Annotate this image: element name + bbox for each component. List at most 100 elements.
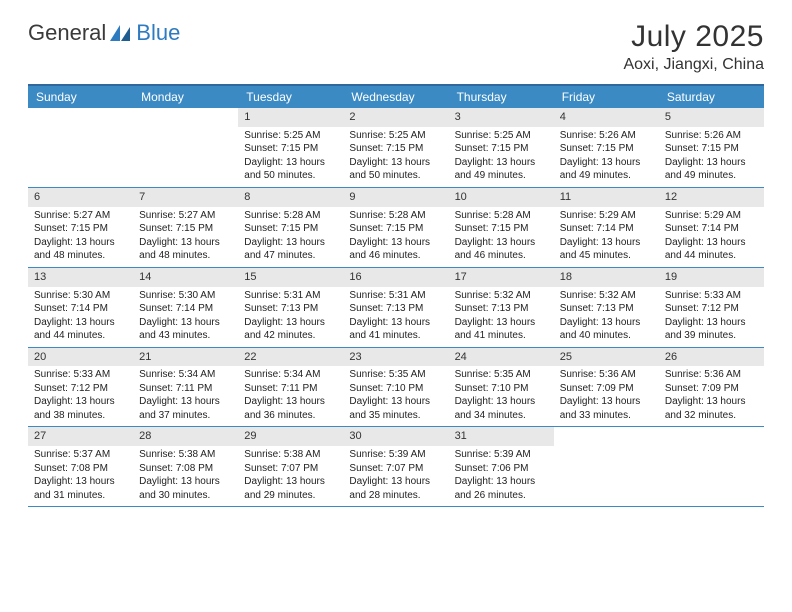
- daylight-text: Daylight: 13 hours and 29 minutes.: [244, 475, 337, 502]
- daylight-text: Daylight: 13 hours and 49 minutes.: [455, 156, 548, 183]
- day-number: 13: [28, 268, 133, 287]
- sunset-text: Sunset: 7:13 PM: [349, 302, 442, 316]
- sunrise-text: Sunrise: 5:27 AM: [34, 209, 127, 223]
- day-header: Tuesday: [238, 86, 343, 108]
- sunset-text: Sunset: 7:12 PM: [34, 382, 127, 396]
- day-cell: 19Sunrise: 5:33 AMSunset: 7:12 PMDayligh…: [659, 268, 764, 347]
- day-number: 28: [133, 427, 238, 446]
- sunset-text: Sunset: 7:15 PM: [349, 222, 442, 236]
- day-body: Sunrise: 5:27 AMSunset: 7:15 PMDaylight:…: [28, 207, 133, 267]
- day-number: 22: [238, 348, 343, 367]
- day-cell: 17Sunrise: 5:32 AMSunset: 7:13 PMDayligh…: [449, 268, 554, 347]
- week-row: 20Sunrise: 5:33 AMSunset: 7:12 PMDayligh…: [28, 348, 764, 428]
- daylight-text: Daylight: 13 hours and 33 minutes.: [560, 395, 653, 422]
- day-body: Sunrise: 5:29 AMSunset: 7:14 PMDaylight:…: [554, 207, 659, 267]
- day-body: Sunrise: 5:28 AMSunset: 7:15 PMDaylight:…: [449, 207, 554, 267]
- daylight-text: Daylight: 13 hours and 41 minutes.: [455, 316, 548, 343]
- daylight-text: Daylight: 13 hours and 30 minutes.: [139, 475, 232, 502]
- sunrise-text: Sunrise: 5:35 AM: [455, 368, 548, 382]
- sunrise-text: Sunrise: 5:32 AM: [455, 289, 548, 303]
- day-header-row: SundayMondayTuesdayWednesdayThursdayFrid…: [28, 86, 764, 108]
- daylight-text: Daylight: 13 hours and 42 minutes.: [244, 316, 337, 343]
- sunset-text: Sunset: 7:14 PM: [34, 302, 127, 316]
- day-number: 21: [133, 348, 238, 367]
- day-body: Sunrise: 5:28 AMSunset: 7:15 PMDaylight:…: [343, 207, 448, 267]
- day-body: Sunrise: 5:31 AMSunset: 7:13 PMDaylight:…: [343, 287, 448, 347]
- day-body: Sunrise: 5:28 AMSunset: 7:15 PMDaylight:…: [238, 207, 343, 267]
- sunset-text: Sunset: 7:14 PM: [665, 222, 758, 236]
- sunset-text: Sunset: 7:09 PM: [560, 382, 653, 396]
- day-number: 30: [343, 427, 448, 446]
- day-header: Thursday: [449, 86, 554, 108]
- sunrise-text: Sunrise: 5:39 AM: [455, 448, 548, 462]
- daylight-text: Daylight: 13 hours and 49 minutes.: [665, 156, 758, 183]
- sunset-text: Sunset: 7:08 PM: [34, 462, 127, 476]
- sunrise-text: Sunrise: 5:26 AM: [665, 129, 758, 143]
- day-body: Sunrise: 5:36 AMSunset: 7:09 PMDaylight:…: [659, 366, 764, 426]
- daylight-text: Daylight: 13 hours and 34 minutes.: [455, 395, 548, 422]
- sunset-text: Sunset: 7:10 PM: [455, 382, 548, 396]
- sunrise-text: Sunrise: 5:28 AM: [455, 209, 548, 223]
- sunset-text: Sunset: 7:06 PM: [455, 462, 548, 476]
- day-cell: 23Sunrise: 5:35 AMSunset: 7:10 PMDayligh…: [343, 348, 448, 427]
- day-number: 7: [133, 188, 238, 207]
- day-number: 31: [449, 427, 554, 446]
- day-cell: 28Sunrise: 5:38 AMSunset: 7:08 PMDayligh…: [133, 427, 238, 506]
- day-cell: 5Sunrise: 5:26 AMSunset: 7:15 PMDaylight…: [659, 108, 764, 187]
- sunrise-text: Sunrise: 5:26 AM: [560, 129, 653, 143]
- location-text: Aoxi, Jiangxi, China: [623, 56, 764, 74]
- day-body: Sunrise: 5:26 AMSunset: 7:15 PMDaylight:…: [659, 127, 764, 187]
- day-cell: 2Sunrise: 5:25 AMSunset: 7:15 PMDaylight…: [343, 108, 448, 187]
- sunset-text: Sunset: 7:15 PM: [455, 222, 548, 236]
- sunrise-text: Sunrise: 5:34 AM: [244, 368, 337, 382]
- daylight-text: Daylight: 13 hours and 28 minutes.: [349, 475, 442, 502]
- day-header: Wednesday: [343, 86, 448, 108]
- day-cell: 27Sunrise: 5:37 AMSunset: 7:08 PMDayligh…: [28, 427, 133, 506]
- week-row: 13Sunrise: 5:30 AMSunset: 7:14 PMDayligh…: [28, 268, 764, 348]
- daylight-text: Daylight: 13 hours and 39 minutes.: [665, 316, 758, 343]
- sunset-text: Sunset: 7:07 PM: [349, 462, 442, 476]
- daylight-text: Daylight: 13 hours and 40 minutes.: [560, 316, 653, 343]
- day-body: Sunrise: 5:39 AMSunset: 7:07 PMDaylight:…: [343, 446, 448, 506]
- day-cell: 30Sunrise: 5:39 AMSunset: 7:07 PMDayligh…: [343, 427, 448, 506]
- day-body: Sunrise: 5:33 AMSunset: 7:12 PMDaylight:…: [28, 366, 133, 426]
- sunrise-text: Sunrise: 5:38 AM: [139, 448, 232, 462]
- daylight-text: Daylight: 13 hours and 46 minutes.: [349, 236, 442, 263]
- sunset-text: Sunset: 7:14 PM: [139, 302, 232, 316]
- sunrise-text: Sunrise: 5:33 AM: [34, 368, 127, 382]
- day-body: Sunrise: 5:32 AMSunset: 7:13 PMDaylight:…: [554, 287, 659, 347]
- daylight-text: Daylight: 13 hours and 37 minutes.: [139, 395, 232, 422]
- daylight-text: Daylight: 13 hours and 49 minutes.: [560, 156, 653, 183]
- sunset-text: Sunset: 7:07 PM: [244, 462, 337, 476]
- day-number: 29: [238, 427, 343, 446]
- day-number: 10: [449, 188, 554, 207]
- weeks-container: 1Sunrise: 5:25 AMSunset: 7:15 PMDaylight…: [28, 108, 764, 507]
- daylight-text: Daylight: 13 hours and 48 minutes.: [34, 236, 127, 263]
- day-body: Sunrise: 5:35 AMSunset: 7:10 PMDaylight:…: [449, 366, 554, 426]
- day-header: Monday: [133, 86, 238, 108]
- daylight-text: Daylight: 13 hours and 31 minutes.: [34, 475, 127, 502]
- sunrise-text: Sunrise: 5:28 AM: [244, 209, 337, 223]
- daylight-text: Daylight: 13 hours and 44 minutes.: [34, 316, 127, 343]
- daylight-text: Daylight: 13 hours and 50 minutes.: [244, 156, 337, 183]
- sunset-text: Sunset: 7:09 PM: [665, 382, 758, 396]
- day-cell: 18Sunrise: 5:32 AMSunset: 7:13 PMDayligh…: [554, 268, 659, 347]
- day-cell: [133, 108, 238, 187]
- day-number: 23: [343, 348, 448, 367]
- day-body: Sunrise: 5:32 AMSunset: 7:13 PMDaylight:…: [449, 287, 554, 347]
- sunrise-text: Sunrise: 5:39 AM: [349, 448, 442, 462]
- day-cell: 7Sunrise: 5:27 AMSunset: 7:15 PMDaylight…: [133, 188, 238, 267]
- day-body: Sunrise: 5:39 AMSunset: 7:06 PMDaylight:…: [449, 446, 554, 506]
- day-body: Sunrise: 5:29 AMSunset: 7:14 PMDaylight:…: [659, 207, 764, 267]
- sunset-text: Sunset: 7:12 PM: [665, 302, 758, 316]
- day-body: Sunrise: 5:38 AMSunset: 7:07 PMDaylight:…: [238, 446, 343, 506]
- daylight-text: Daylight: 13 hours and 43 minutes.: [139, 316, 232, 343]
- logo-sail-icon: [110, 25, 132, 41]
- day-number: 14: [133, 268, 238, 287]
- day-body: Sunrise: 5:36 AMSunset: 7:09 PMDaylight:…: [554, 366, 659, 426]
- day-cell: 10Sunrise: 5:28 AMSunset: 7:15 PMDayligh…: [449, 188, 554, 267]
- sunrise-text: Sunrise: 5:27 AM: [139, 209, 232, 223]
- day-cell: 25Sunrise: 5:36 AMSunset: 7:09 PMDayligh…: [554, 348, 659, 427]
- day-cell: [659, 427, 764, 506]
- day-body: Sunrise: 5:25 AMSunset: 7:15 PMDaylight:…: [238, 127, 343, 187]
